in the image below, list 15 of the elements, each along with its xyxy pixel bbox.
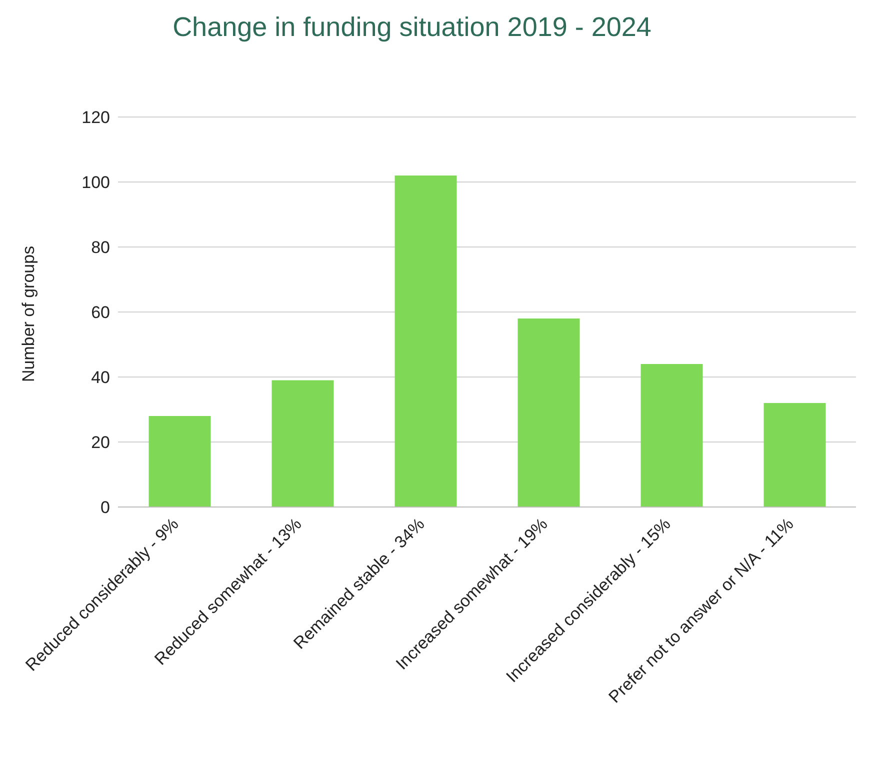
bar: [764, 403, 826, 507]
y-tick-label: 60: [91, 303, 110, 322]
chart-title: Change in funding situation 2019 - 2024: [172, 11, 652, 44]
y-tick-label: 0: [100, 498, 110, 518]
y-tick-label: 80: [91, 238, 110, 258]
y-tick-label: 120: [82, 108, 110, 128]
bar: [394, 176, 457, 507]
bar: [640, 364, 703, 507]
y-tick-label: 40: [91, 368, 110, 388]
y-tick-label: 100: [82, 173, 110, 192]
bar: [518, 318, 580, 507]
y-axis-title: Number of groups: [19, 246, 38, 382]
bar: [148, 416, 211, 507]
y-tick-label: 20: [91, 433, 110, 452]
bar: [272, 380, 334, 507]
